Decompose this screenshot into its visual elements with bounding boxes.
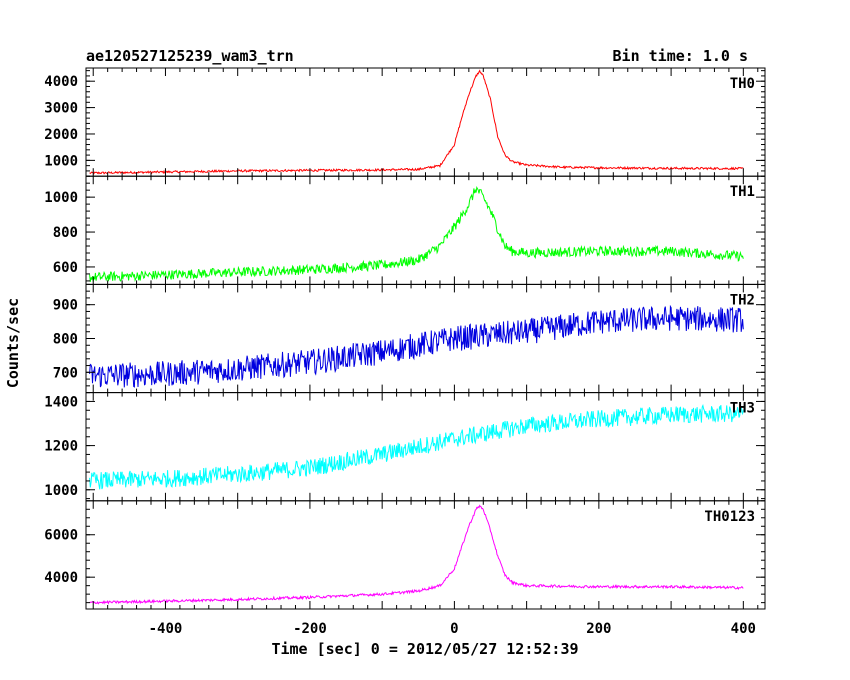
series-line-th0 (89, 69, 744, 175)
series-line-th3 (89, 403, 744, 490)
panel-label-th3: TH3 (730, 401, 755, 417)
panel-label-th2: TH2 (730, 292, 755, 308)
x-axis-label: Time [sec] 0 = 2012/05/27 12:52:39 (271, 640, 578, 658)
y-tick-label: 600 (53, 260, 78, 276)
x-tick-label: 0 (450, 621, 458, 637)
y-tick-label: 800 (53, 332, 78, 348)
y-tick-label: 1000 (44, 153, 78, 169)
panel-label-th0123: TH0123 (704, 509, 755, 525)
y-tick-label: 1000 (44, 190, 78, 206)
panel-frame-th0 (85, 67, 766, 177)
y-tick-label: 4000 (44, 74, 78, 90)
x-tick-label: -400 (149, 621, 183, 637)
series-line-th2 (89, 304, 744, 388)
y-tick-label: 2000 (44, 127, 78, 143)
series-line-th0123 (89, 504, 744, 605)
y-tick-label: 1400 (44, 394, 78, 410)
chart-title-right: Bin time: 1.0 s (613, 47, 748, 65)
y-tick-label: 4000 (44, 570, 78, 586)
y-tick-label: 700 (53, 365, 78, 381)
y-tick-label: 3000 (44, 101, 78, 117)
y-tick-label: 6000 (44, 528, 78, 544)
y-tick-label: 800 (53, 225, 78, 241)
y-tick-label: 900 (53, 298, 78, 314)
series-line-th1 (89, 185, 744, 283)
y-tick-label: 1000 (44, 483, 78, 499)
x-tick-label: -200 (293, 621, 327, 637)
chart-title-left: ae120527125239_wam3_trn (86, 47, 294, 65)
panel-frame-th0123 (85, 500, 766, 610)
panel-frame-th2 (85, 283, 766, 394)
x-tick-label: 200 (586, 621, 611, 637)
y-axis-label: Counts/sec (4, 298, 22, 388)
x-tick-label: 400 (731, 621, 756, 637)
panel-frame-th1 (85, 175, 766, 285)
panel-label-th0: TH0 (730, 76, 755, 92)
panel-label-th1: TH1 (730, 184, 755, 200)
y-tick-label: 1200 (44, 439, 78, 455)
